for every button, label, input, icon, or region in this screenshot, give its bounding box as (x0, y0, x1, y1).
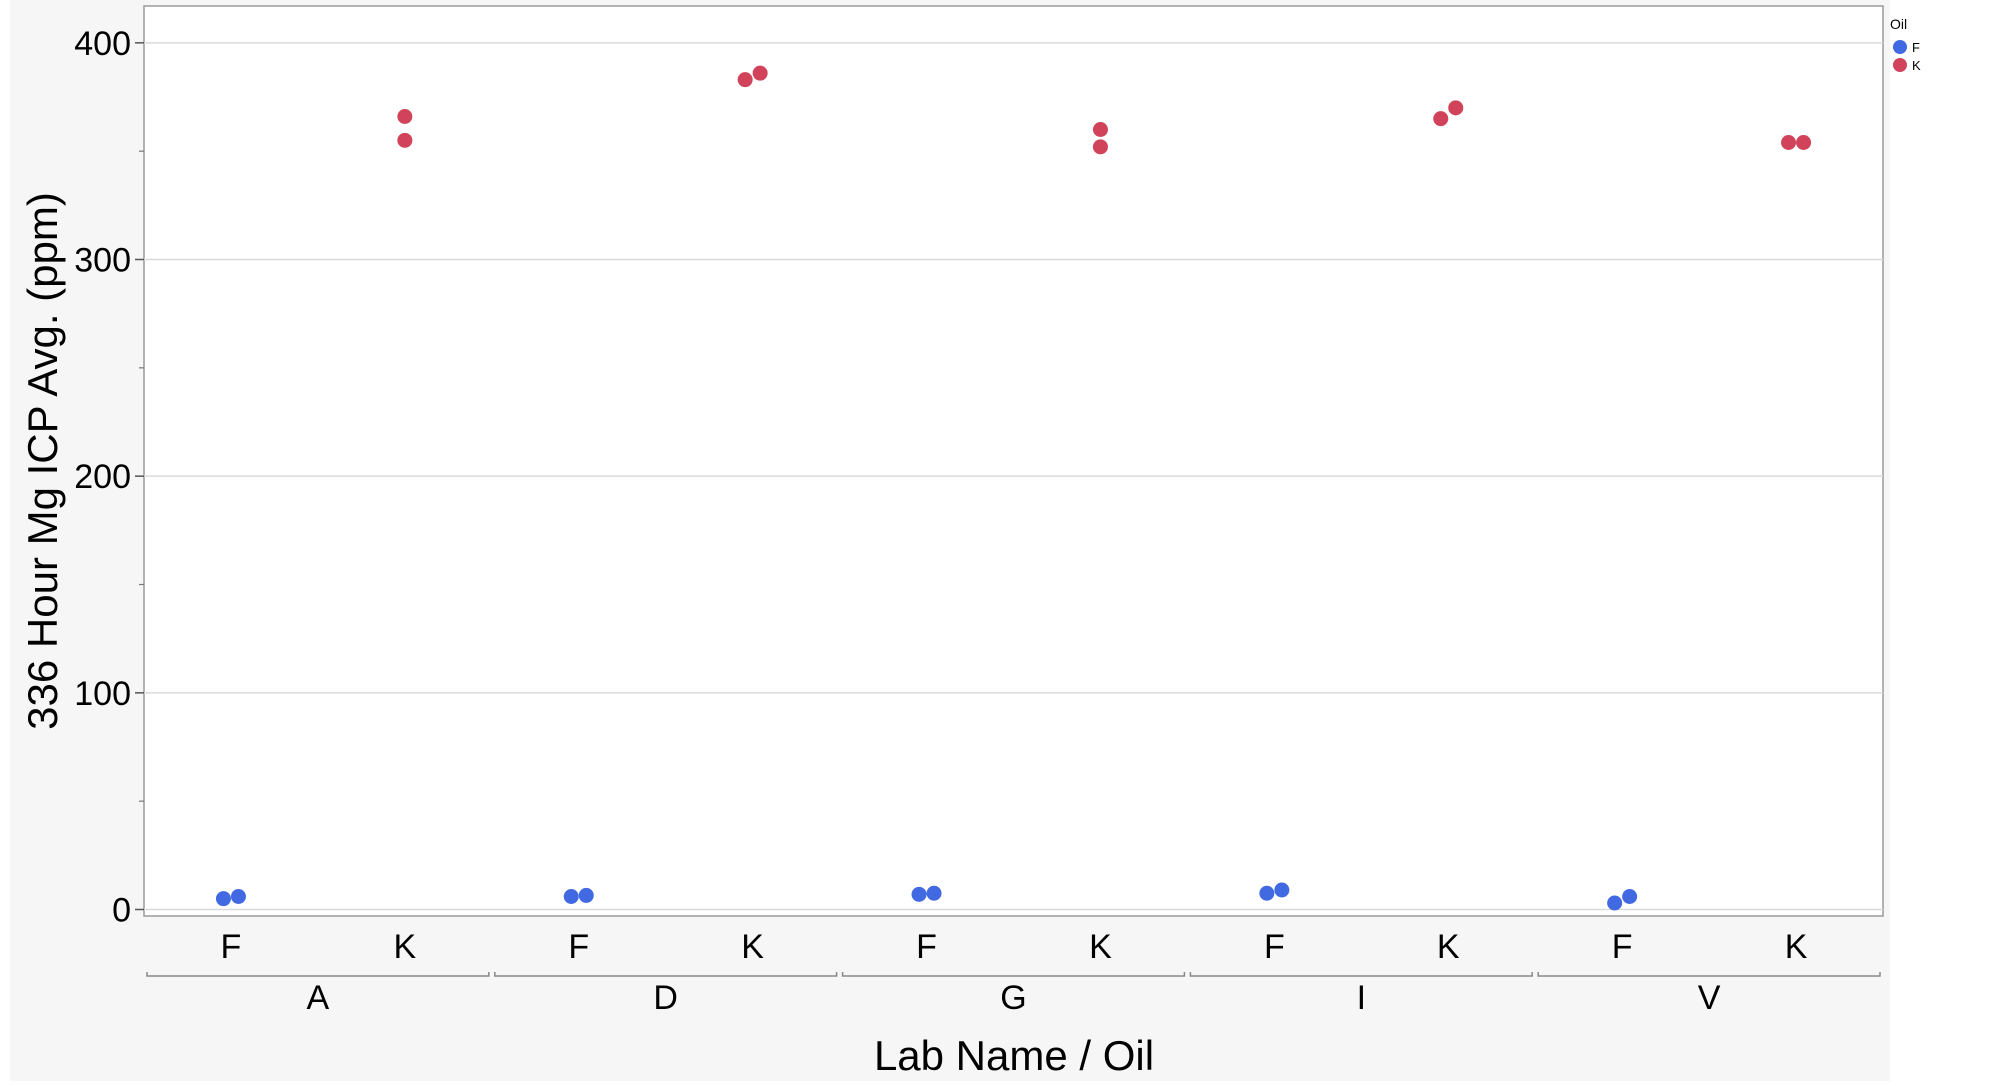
data-point-f (1274, 882, 1290, 898)
y-tick-label: 100 (74, 675, 131, 713)
x-subcategory-label: K (1437, 928, 1460, 966)
x-group-bracket (1189, 972, 1533, 977)
x-axis: F K A F K D F K G F K I F K V (146, 928, 1881, 1017)
data-point-f (230, 889, 246, 904)
x-group-label: I (1357, 979, 1366, 1017)
x-subcategory-label: K (394, 928, 417, 966)
data-point-k (1092, 122, 1108, 137)
data-point-k (1433, 111, 1449, 127)
data-points (215, 65, 1812, 911)
x-subcategory-label: F (221, 928, 242, 966)
data-point-k (1796, 135, 1812, 150)
data-point-k (1092, 139, 1108, 155)
grid-lines (144, 42, 1883, 911)
plot-area (143, 5, 1884, 917)
data-point-k (737, 72, 753, 88)
x-axis-title: Lab Name / Oil (874, 1032, 1154, 1079)
y-tick-label: 200 (74, 458, 131, 496)
data-point-f (215, 891, 231, 907)
data-point-f (563, 889, 579, 904)
x-subcategory-label: K (741, 928, 764, 966)
y-tick-label: 0 (112, 892, 131, 930)
x-group-label: D (653, 979, 678, 1017)
data-point-k (1781, 135, 1797, 150)
y-tick-label: 300 (74, 242, 131, 280)
legend-entries: FK (1893, 40, 1921, 73)
data-point-f (578, 887, 594, 903)
x-group-bracket (841, 972, 1186, 977)
data-point-k (752, 65, 768, 81)
x-subcategory-label: F (568, 928, 589, 966)
legend-label: F (1912, 40, 1920, 55)
x-group-label: V (1698, 979, 1721, 1017)
data-point-k (397, 132, 413, 148)
x-subcategory-label: K (1089, 928, 1112, 966)
x-subcategory-label: F (916, 928, 937, 966)
x-subcategory-label: F (1264, 928, 1285, 966)
x-group-bracket (146, 972, 490, 977)
legend-marker (1893, 58, 1907, 72)
data-point-f (1622, 889, 1638, 904)
data-point-f (1259, 885, 1275, 901)
x-group-bracket (494, 972, 838, 977)
legend-marker (1893, 40, 1907, 54)
x-subcategory-label: F (1612, 928, 1633, 966)
x-group-bracket (1537, 972, 1881, 977)
x-group-label: A (307, 979, 330, 1017)
y-tick-label: 400 (74, 25, 131, 63)
legend: Oil FK (1890, 16, 1921, 73)
data-point-k (1448, 100, 1464, 116)
data-point-f (1607, 895, 1623, 911)
y-axis-title: 336 Hour Mg ICP Avg. (ppm) (19, 192, 66, 730)
y-axis: 0 100 200 300 400 (74, 25, 144, 930)
data-point-k (397, 109, 413, 124)
data-point-f (911, 886, 927, 902)
x-group-label: G (1000, 979, 1026, 1017)
x-subcategory-label: K (1785, 928, 1808, 966)
legend-title: Oil (1890, 16, 1907, 32)
data-point-f (926, 885, 942, 901)
legend-label: K (1912, 58, 1921, 73)
